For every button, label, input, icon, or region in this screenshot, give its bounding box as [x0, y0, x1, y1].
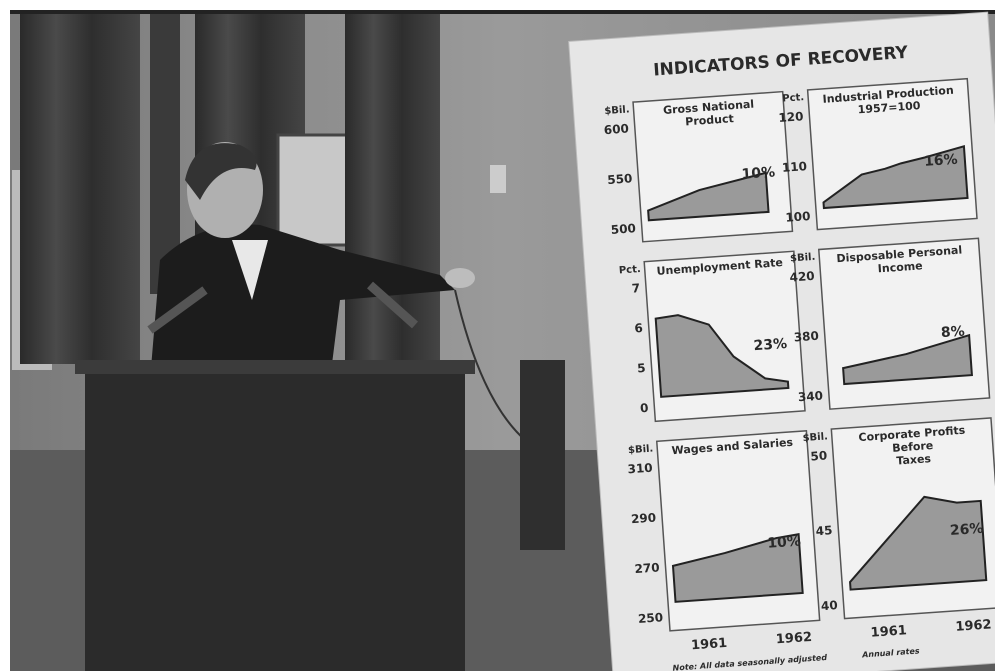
tick-label: 6: [634, 321, 643, 336]
change-label: 26%: [949, 521, 984, 539]
podium: [85, 365, 465, 671]
change-label: 10%: [741, 164, 776, 182]
change-label: 10%: [767, 533, 802, 551]
frame-edge: [10, 10, 995, 14]
year-label: 1962: [955, 617, 992, 634]
side-table: [520, 360, 565, 550]
tick-label: 40: [820, 598, 838, 613]
tick-label: 340: [797, 389, 823, 405]
unit-label: $Bil.: [628, 444, 654, 457]
tick-label: 310: [627, 461, 653, 477]
tick-label: 500: [610, 221, 636, 237]
tick-label: 600: [603, 121, 629, 137]
unit-label: Pct.: [782, 92, 805, 104]
podium-top: [75, 360, 475, 374]
change-label: 8%: [940, 324, 965, 342]
chart-board: INDICATORS OF RECOVERY $Bil.Gross Nation…: [569, 12, 995, 671]
tick-label: 120: [778, 109, 804, 125]
hand: [445, 268, 475, 288]
unit-label: $Bil.: [802, 431, 828, 444]
unit-label: Pct.: [619, 264, 642, 276]
year-label: 1962: [775, 630, 812, 647]
tick-label: 290: [631, 511, 657, 527]
tick-label: 100: [785, 209, 811, 225]
tick-label: 550: [607, 171, 633, 187]
unit-label: $Bil.: [790, 252, 816, 265]
change-label: 23%: [753, 336, 788, 354]
tick-label: 110: [781, 159, 807, 175]
tick-label: 250: [638, 610, 664, 626]
tick-label: 45: [815, 523, 833, 538]
year-label: 1961: [691, 636, 728, 653]
tick-label: 0: [640, 401, 649, 416]
curtain: [345, 14, 440, 364]
change-label: 16%: [924, 152, 959, 170]
tick-label: 420: [789, 269, 815, 285]
unit-label: $Bil.: [604, 104, 630, 117]
mini-chart-title: Taxes: [896, 452, 932, 467]
photo: INDICATORS OF RECOVERY $Bil.Gross Nation…: [0, 0, 995, 671]
tick-label: 7: [631, 281, 640, 296]
tick-label: 50: [810, 448, 828, 463]
light-switch: [490, 165, 506, 193]
year-label: 1961: [870, 623, 907, 640]
curtain: [20, 14, 140, 364]
tick-label: 270: [634, 560, 660, 576]
tick-label: 5: [637, 361, 646, 376]
tick-label: 380: [793, 329, 819, 345]
